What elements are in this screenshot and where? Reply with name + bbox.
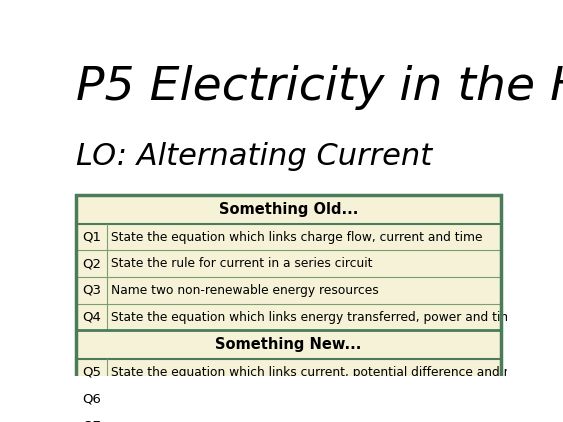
Text: P5 Electricity in the Ho: P5 Electricity in the Ho (75, 65, 563, 110)
Text: Something Old...: Something Old... (219, 202, 358, 217)
Text: The potential difference between the live wire and others in the pl: The potential difference between the liv… (110, 392, 517, 406)
Bar (75, 195, 502, 422)
Text: Draw the I-V characteristic for a fixed resistor: Draw the I-V characteristic for a fixed … (110, 419, 390, 422)
Text: State the equation which links current, potential difference and res: State the equation which links current, … (110, 366, 522, 379)
Text: State the rule for current in a series circuit: State the rule for current in a series c… (110, 257, 372, 271)
Text: LO: Alternating Current: LO: Alternating Current (75, 142, 432, 170)
Text: Q1: Q1 (82, 231, 101, 243)
Text: Name two non-renewable energy resources: Name two non-renewable energy resources (110, 284, 378, 297)
Text: Q7: Q7 (82, 419, 101, 422)
Bar (75, 195, 502, 422)
Text: State the equation which links charge flow, current and time: State the equation which links charge fl… (110, 231, 482, 243)
Text: State the equation which links energy transferred, power and time: State the equation which links energy tr… (110, 311, 520, 324)
Text: Q4: Q4 (82, 311, 101, 324)
Text: Q3: Q3 (82, 284, 101, 297)
Text: Something New...: Something New... (216, 337, 361, 352)
Text: Q5: Q5 (82, 366, 101, 379)
Text: Q6: Q6 (82, 392, 101, 406)
Text: Q2: Q2 (82, 257, 101, 271)
